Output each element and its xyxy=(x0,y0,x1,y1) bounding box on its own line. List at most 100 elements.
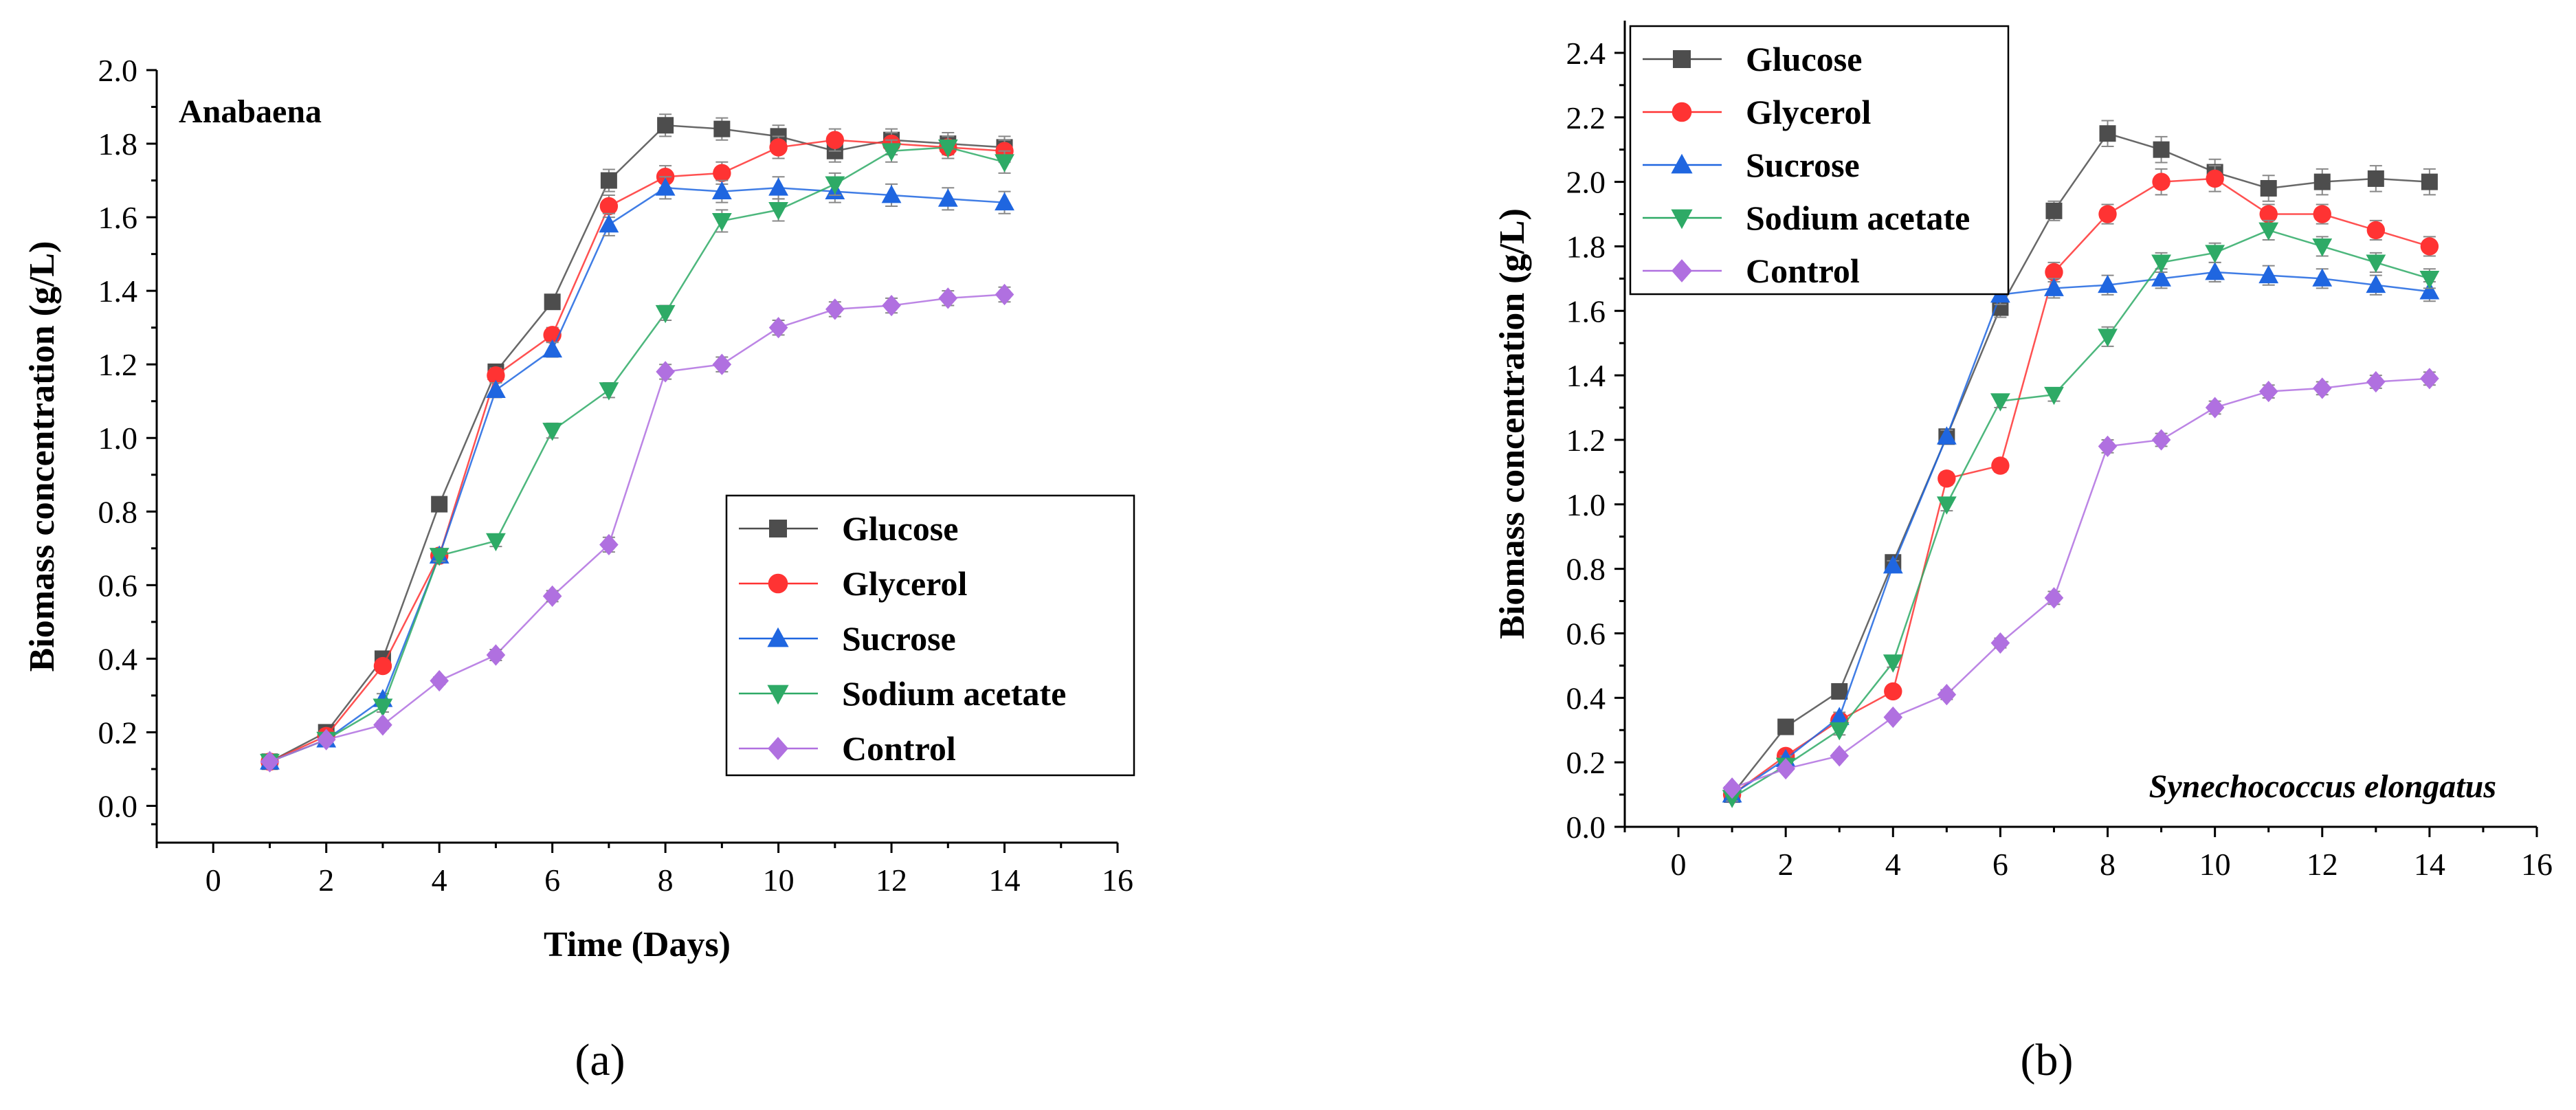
data-point xyxy=(881,143,902,162)
x-tick-label: 2 xyxy=(318,863,334,898)
data-point xyxy=(2098,329,2118,347)
data-point xyxy=(2258,380,2278,403)
data-point xyxy=(1991,456,2010,475)
data-point xyxy=(2312,377,2332,399)
data-point xyxy=(2258,265,2279,284)
legend-label: Sucrose xyxy=(842,619,956,658)
legend-swatch-marker xyxy=(1672,259,1692,282)
data-point xyxy=(655,177,676,196)
y-tick-label: 0.0 xyxy=(1566,810,1606,845)
series-line xyxy=(269,124,1005,763)
series-line xyxy=(1731,271,2430,796)
data-point xyxy=(2205,261,2225,280)
x-tick-label: 14 xyxy=(989,863,1021,898)
x-tick-label: 8 xyxy=(2100,847,2116,882)
data-point xyxy=(995,192,1014,211)
data-point xyxy=(599,214,619,233)
x-tick-label: 4 xyxy=(1885,847,1901,882)
series-sodium-acetate xyxy=(1722,219,2440,808)
y-tick-label: 1.2 xyxy=(1566,423,1606,458)
data-point xyxy=(2420,237,2439,256)
y-tick-label: 2.2 xyxy=(1566,100,1606,135)
legend-swatch-marker xyxy=(769,520,787,537)
legend-box xyxy=(725,494,1135,777)
data-point xyxy=(1883,706,1903,729)
data-point xyxy=(937,188,958,207)
data-point xyxy=(486,379,506,399)
y-tick-label: 1.8 xyxy=(98,126,138,162)
data-point xyxy=(1829,707,1850,725)
data-point xyxy=(1777,718,1795,735)
data-point xyxy=(260,751,280,773)
data-point xyxy=(937,140,958,158)
data-point xyxy=(995,283,1014,306)
data-point xyxy=(2151,429,2171,451)
x-tick-label: 6 xyxy=(1992,847,2008,882)
data-point xyxy=(1831,682,1848,700)
data-point xyxy=(486,533,506,552)
y-tick-label: 1.4 xyxy=(98,274,138,309)
panel-label: (a) xyxy=(575,1035,625,1085)
data-point xyxy=(542,585,562,607)
legend-label: Control xyxy=(842,729,956,768)
y-tick-label: 1.0 xyxy=(1566,487,1606,522)
data-point xyxy=(2312,238,2333,257)
data-point xyxy=(1883,555,1903,574)
y-tick-label: 2.4 xyxy=(1566,36,1606,71)
data-point xyxy=(373,698,393,717)
series-control xyxy=(260,283,1014,773)
data-point xyxy=(430,669,449,692)
y-tick-label: 1.8 xyxy=(1566,229,1606,264)
legend-label: Sodium acetate xyxy=(842,674,1066,713)
data-point xyxy=(2260,179,2277,197)
data-point xyxy=(2312,268,2333,287)
series-line xyxy=(269,146,1005,763)
data-point xyxy=(599,197,619,216)
data-point xyxy=(1990,393,2010,412)
y-tick-label: 0.4 xyxy=(98,641,138,676)
data-point xyxy=(711,181,732,200)
data-point xyxy=(769,138,788,157)
series-line xyxy=(269,293,1005,763)
data-point xyxy=(713,164,731,183)
data-point xyxy=(1722,790,1742,808)
data-point xyxy=(429,548,449,566)
data-point xyxy=(2366,221,2386,240)
data-point xyxy=(2258,222,2279,241)
data-point xyxy=(2205,397,2225,419)
data-point xyxy=(544,293,561,311)
data-point xyxy=(2366,254,2386,273)
x-tick-label: 12 xyxy=(2307,847,2338,882)
data-point xyxy=(486,644,506,666)
y-tick-label: 0.6 xyxy=(1566,616,1606,651)
data-point xyxy=(825,176,845,195)
data-point xyxy=(768,317,788,339)
legend-label: Glucose xyxy=(1746,40,1862,78)
series-line xyxy=(1731,229,2430,799)
panel-annotation: Anabaena xyxy=(179,93,322,130)
data-point xyxy=(1884,682,1902,701)
y-tick-label: 0.0 xyxy=(98,788,138,823)
series-sucrose xyxy=(1722,261,2440,803)
data-point xyxy=(882,294,901,317)
legend-swatch-marker xyxy=(767,685,789,705)
data-point xyxy=(2313,205,2331,223)
legend-label: Glucose xyxy=(842,509,958,548)
legend-label: Glycerol xyxy=(842,564,967,603)
y-tick-label: 1.6 xyxy=(98,200,138,235)
data-point xyxy=(656,361,675,383)
data-point xyxy=(373,714,392,736)
x-tick-label: 8 xyxy=(658,863,674,898)
legend-swatch-marker xyxy=(768,573,788,594)
data-point xyxy=(713,120,731,137)
series-line xyxy=(269,139,1005,763)
y-tick-label: 2.0 xyxy=(1566,165,1606,200)
data-point xyxy=(2044,386,2064,406)
data-point xyxy=(373,656,392,676)
data-point xyxy=(2205,245,2225,263)
legend-label: Sodium acetate xyxy=(1746,199,1970,237)
y-tick-label: 0.8 xyxy=(98,494,138,529)
data-point xyxy=(2098,435,2118,457)
legend-label: Sucrose xyxy=(1746,146,1860,184)
data-point xyxy=(600,172,617,189)
